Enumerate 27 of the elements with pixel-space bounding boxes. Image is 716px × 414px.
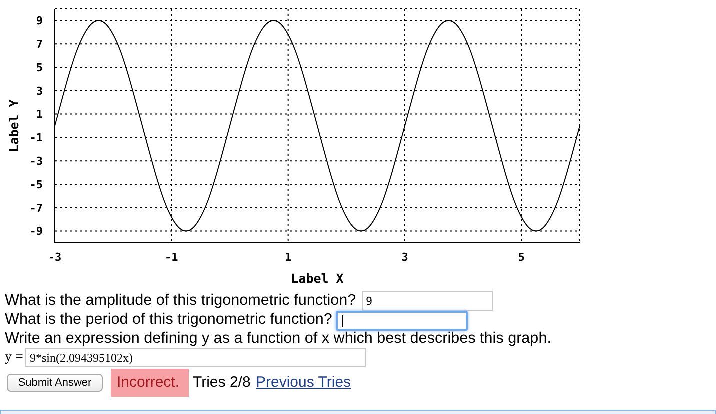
y-tick-label: 3 (36, 84, 43, 98)
button: Submit Answer (7, 374, 103, 392)
y-axis-title: Label Y (6, 100, 22, 152)
text: What is the period of this trigonometric function? (5, 311, 332, 328)
x-tick-label: 5 (518, 250, 525, 264)
x-tick-label: 3 (402, 250, 408, 264)
text: What is the amplitude of this trigonometric function? (5, 292, 356, 309)
y-tick-label: -1 (30, 132, 44, 145)
text: Previous Tries (256, 374, 352, 392)
x-tick-label: 1 (285, 250, 292, 264)
y-tick-label: -3 (30, 155, 43, 168)
y-tick-label: 9 (36, 14, 43, 28)
message-box: Incorrect. (111, 369, 189, 397)
y-tick-label: -9 (30, 225, 43, 238)
y-tick-label: -5 (30, 178, 43, 192)
text: Write an expression defining y as a function of x which best describes this graph. (5, 330, 552, 347)
text-field: 9*sin(2.094395102x) (25, 348, 366, 367)
text-field: 9 (362, 291, 493, 311)
text: Tries 2/8 (193, 374, 251, 392)
x-tick-label: -3 (48, 250, 62, 264)
text: y = (5, 349, 24, 366)
y-tick-label: -7 (30, 202, 43, 215)
x-axis-title: Label X (291, 271, 344, 286)
y-tick-label: 5 (36, 61, 43, 74)
x-tick-label: -1 (165, 250, 179, 264)
y-tick-label: 7 (36, 38, 43, 52)
y-tick-label: 1 (36, 108, 44, 122)
